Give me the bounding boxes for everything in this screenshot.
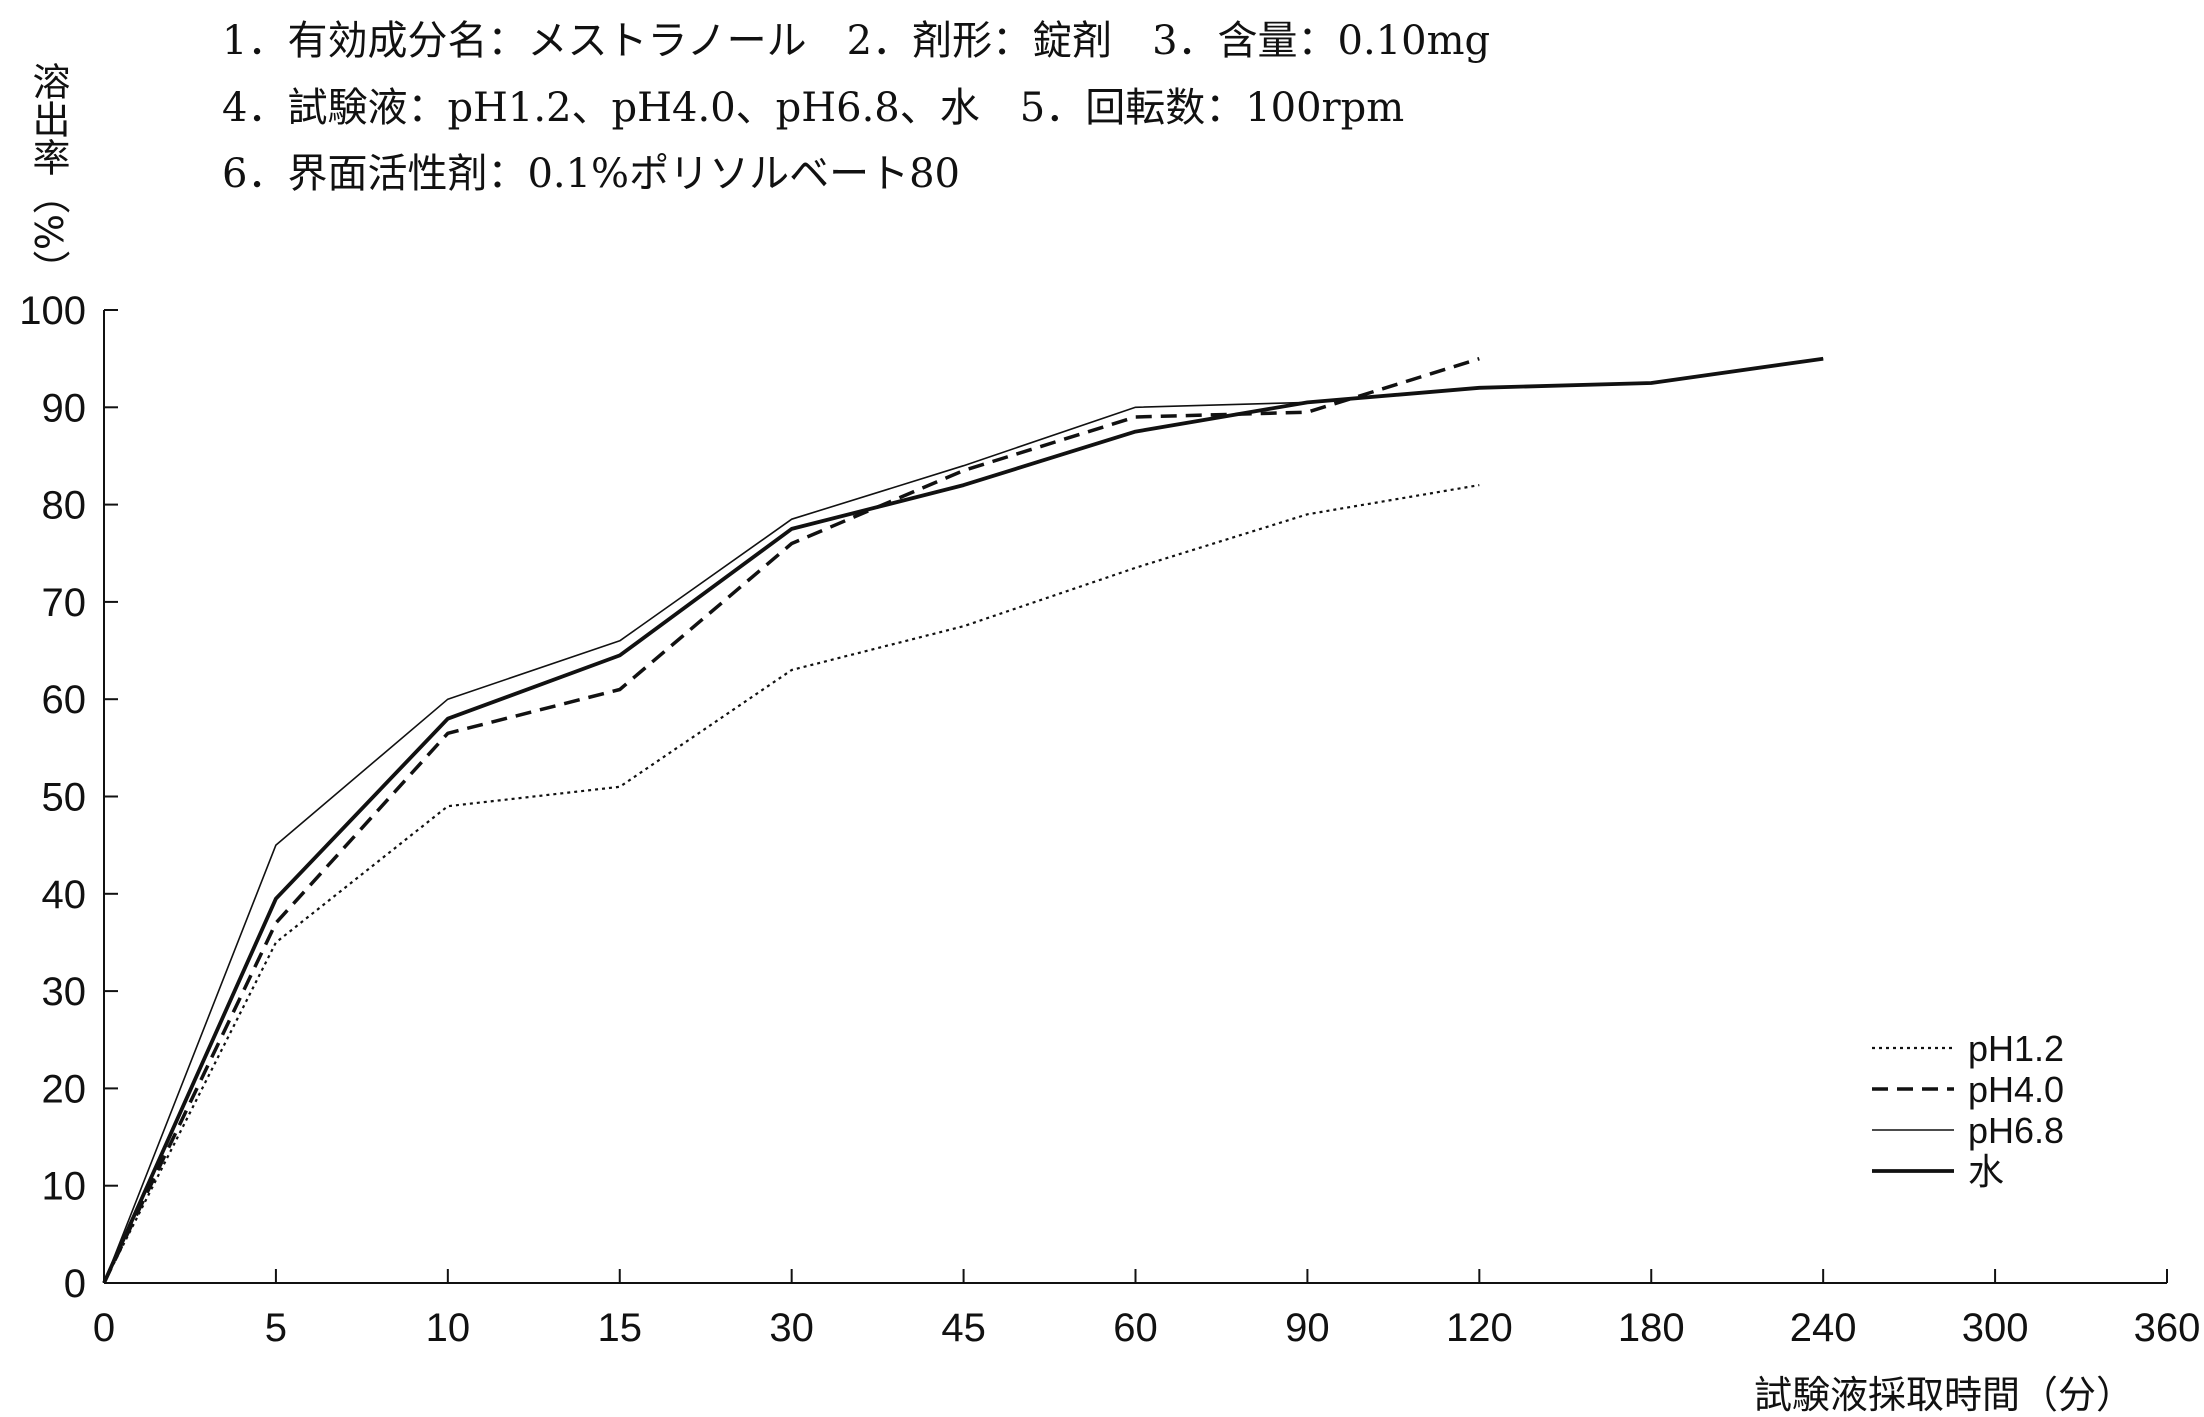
x-tick-label: 60 xyxy=(1113,1306,1158,1350)
y-tick-label: 80 xyxy=(42,484,87,528)
legend-label-2: pH6.8 xyxy=(1968,1110,2064,1151)
condition-line-3: 6．界面活性剤：0.1%ポリソルベート80 xyxy=(222,151,960,197)
y-tick-label: 40 xyxy=(42,873,87,917)
y-tick-label: 100 xyxy=(19,289,86,333)
y-tick-label: 50 xyxy=(42,776,87,820)
condition-line-1: 1．有効成分名：メストラノール 2．剤形：錠剤 3．含量：0.10mg xyxy=(222,18,1490,64)
y-tick-label: 10 xyxy=(42,1165,87,1209)
x-tick-label: 120 xyxy=(1446,1306,1513,1350)
x-tick-label: 10 xyxy=(426,1306,471,1350)
series-line-0 xyxy=(103,484,1480,1284)
axes xyxy=(103,310,2167,1284)
x-tick-label: 180 xyxy=(1618,1306,1685,1350)
y-axis-title: 溶出率（%） xyxy=(26,62,70,288)
x-tick-label: 0 xyxy=(93,1306,115,1350)
x-tick-label: 5 xyxy=(265,1306,287,1350)
x-tick-label: 30 xyxy=(769,1306,814,1350)
test-conditions: 1．有効成分名：メストラノール 2．剤形：錠剤 3．含量：0.10mg 4．試験… xyxy=(222,18,1490,197)
x-tick-label: 240 xyxy=(1790,1306,1857,1350)
legend-label-3: 水 xyxy=(1968,1151,2004,1192)
y-tick-label: 20 xyxy=(42,1067,87,1111)
series-line-1 xyxy=(102,357,1480,1284)
x-tick-label: 15 xyxy=(598,1306,643,1350)
condition-line-2: 4．試験液：pH1.2、pH4.0、pH6.8、水 5．回転数：100rpm xyxy=(222,85,1404,131)
legend-label-1: pH4.0 xyxy=(1968,1069,2064,1110)
y-tick-label: 30 xyxy=(42,970,87,1014)
y-tick-label: 90 xyxy=(42,386,87,430)
y-tick-label: 70 xyxy=(42,581,87,625)
y-axis-ticks: 0 10 20 30 40 50 60 70 80 90 100 xyxy=(19,289,118,1306)
data-series xyxy=(102,356,1824,1284)
y-tick-label: 60 xyxy=(42,678,87,722)
series-line-3 xyxy=(102,356,1824,1284)
x-axis-title: 試験液採取時間（分） xyxy=(1754,1373,2134,1417)
x-tick-label: 90 xyxy=(1285,1306,1330,1350)
x-axis-ticks: 0 5 10 15 30 45 60 90 120 180 240 300 360 xyxy=(93,1269,2201,1350)
y-tick-label: 0 xyxy=(64,1262,86,1306)
x-tick-label: 300 xyxy=(1962,1306,2029,1350)
series-line-2 xyxy=(103,357,1824,1284)
x-tick-label: 45 xyxy=(941,1306,986,1350)
x-tick-label: 360 xyxy=(2134,1306,2201,1350)
legend-label-0: pH1.2 xyxy=(1968,1028,2064,1069)
